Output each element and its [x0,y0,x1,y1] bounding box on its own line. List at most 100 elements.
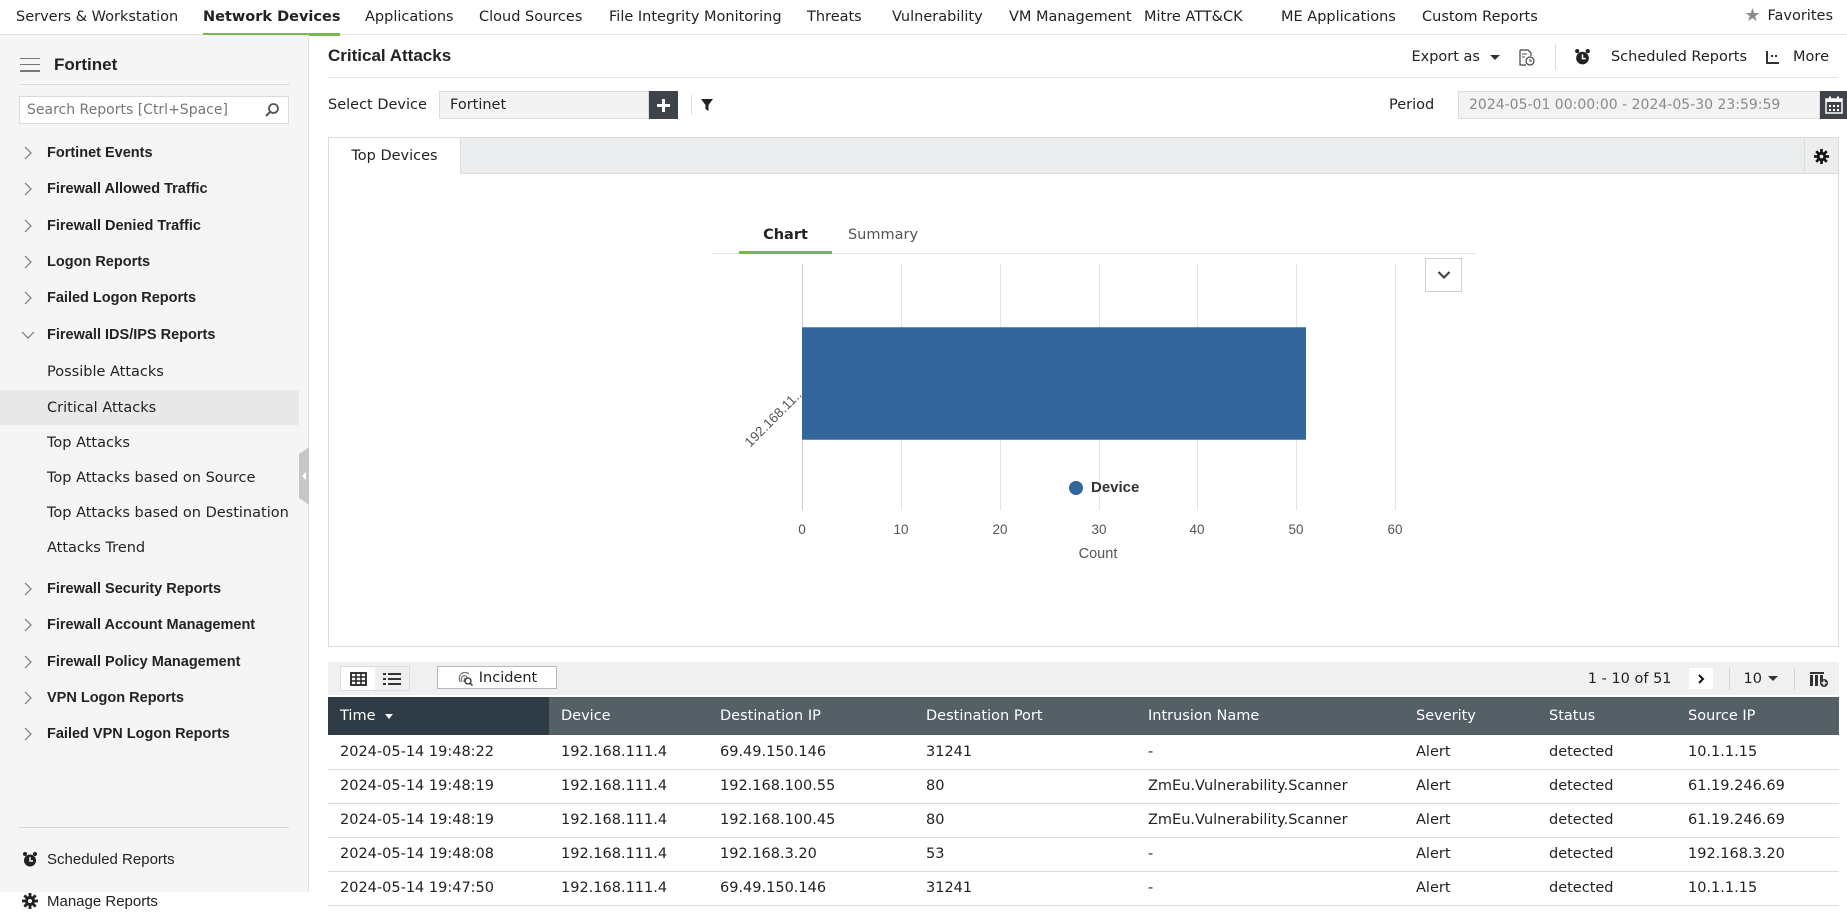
sidebar-group-failed-vpn-logon-reports[interactable]: Failed VPN Logon Reports [0,716,309,752]
list-icon [383,672,401,685]
search-reports-input[interactable] [27,102,257,118]
cell-source-ip: 10.1.1.15 [1676,735,1839,770]
column-header-destination-port[interactable]: Destination Port [914,697,1136,735]
cell-device: 192.168.111.4 [549,803,708,838]
x-axis-tick-label: 60 [1387,522,1403,537]
column-header-source-ip[interactable]: Source IP [1676,697,1839,735]
table-row[interactable]: 2024-05-14 19:48:08 192.168.111.4 192.168.… [328,837,1839,872]
panel-settings-button[interactable] [1804,138,1838,174]
cell-status: detected [1537,803,1676,838]
column-header-label: Severity [1416,708,1476,724]
nav-tab-file-integrity-monitoring[interactable]: File Integrity Monitoring [609,9,782,25]
calendar-button[interactable] [1820,91,1847,119]
x-axis-tick-label: 10 [893,522,909,537]
cell-source-ip: 61.19.246.69 [1676,803,1839,838]
table-row[interactable]: 2024-05-14 19:48:19 192.168.111.4 192.168.… [328,803,1839,838]
favorites-button[interactable]: ★ Favorites [1744,0,1833,32]
sidebar-header: Fortinet [20,45,290,85]
chart-bar-device[interactable] [802,327,1307,440]
nav-tab-custom-reports[interactable]: Custom Reports [1422,9,1538,25]
sidebar-group-firewall-allowed-traffic[interactable]: Firewall Allowed Traffic [0,171,309,207]
sidebar-group-firewall-denied-traffic[interactable]: Firewall Denied Traffic [0,208,309,244]
sidebar-group-firewall-account-management[interactable]: Firewall Account Management [0,607,309,643]
sidebar-item-critical-attacks[interactable]: Critical Attacks [0,389,299,426]
nav-tab-cloud-sources[interactable]: Cloud Sources [479,9,583,25]
incident-button[interactable]: Incident [437,666,557,689]
cell-destination-ip: 69.49.150.146 [708,735,914,770]
scheduled-reports-label: Scheduled Reports [1610,49,1748,65]
chevron-right-icon [21,219,35,233]
nav-tab-network-devices[interactable]: Network Devices [203,0,341,36]
cell-device: 192.168.111.4 [549,769,708,804]
sidebar-group-fortinet-events[interactable]: Fortinet Events [0,135,309,171]
chart-options-dropdown[interactable] [1425,258,1462,292]
alarm-clock-icon [23,851,37,866]
nav-tab-applications[interactable]: Applications [365,9,454,25]
cell-device: 192.168.111.4 [549,735,708,770]
sidebar-item-attacks-trend[interactable]: Attacks Trend [47,540,146,557]
hamburger-menu-icon[interactable] [20,57,40,72]
sidebar-item-possible-attacks[interactable]: Possible Attacks [47,364,164,381]
cell-intrusion-name: ZmEu.Vulnerability.Scanner [1136,803,1404,838]
chevron-right-icon [21,291,35,305]
nav-tab-mitre-att-ck[interactable]: Mitre ATT&CK [1144,9,1243,25]
chevron-down-icon [1437,271,1450,280]
manage-reports-link[interactable]: Manage Reports [22,886,158,916]
nav-tab-vm-management[interactable]: VM Management [1009,9,1132,25]
add-device-button[interactable] [649,91,678,119]
page-size-dropdown[interactable]: 10 [1744,671,1778,687]
search-icon[interactable] [264,102,280,118]
column-header-status[interactable]: Status [1537,697,1676,735]
column-header-label: Destination Port [926,708,1043,724]
next-page-button[interactable] [1688,668,1713,689]
grid-view-button[interactable] [341,667,375,690]
period-input[interactable]: 2024-05-01 00:00:00 - 2024-05-30 23:59:5… [1458,91,1820,119]
column-header-device[interactable]: Device [549,697,708,735]
favorites-label: Favorites [1767,8,1834,24]
table-row[interactable]: 2024-05-14 19:48:22 192.168.111.4 69.49.15… [328,735,1839,770]
table-row[interactable]: 2024-05-14 19:48:19 192.168.111.4 192.168.… [328,769,1839,804]
sidebar-collapse-handle[interactable] [299,447,309,505]
x-axis-tick-label: 0 [798,522,806,537]
schedule-export-icon[interactable] [1518,48,1535,66]
sidebar-group-firewall-policy-management[interactable]: Firewall Policy Management [0,644,309,680]
filter-icon[interactable] [700,98,714,112]
sidebar-item-top-attacks-based-on-destination[interactable]: Top Attacks based on Destination [47,505,289,522]
sidebar-group-vpn-logon-reports[interactable]: VPN Logon Reports [0,680,309,716]
column-header-severity[interactable]: Severity [1404,697,1537,735]
more-button[interactable]: More [1765,49,1829,65]
scheduled-reports-button[interactable]: Scheduled Reports [1574,48,1747,66]
column-chooser-button[interactable] [1809,670,1829,688]
cell-status: detected [1537,735,1676,770]
nav-tab-me-applications[interactable]: ME Applications [1281,9,1396,25]
sidebar-group-firewall-ids-ips-reports[interactable]: Firewall IDS/IPS Reports [0,316,309,352]
chevron-right-icon [21,691,35,705]
title-actions: Export as Scheduled Reports More [1411,44,1829,70]
tab-chart[interactable]: Chart [739,220,832,254]
chart-legend[interactable]: Device [1069,479,1139,496]
scheduled-reports-link[interactable]: Scheduled Reports [22,844,175,874]
column-header-intrusion-name[interactable]: Intrusion Name [1136,697,1404,735]
cell-severity: Alert [1404,735,1537,770]
sidebar-group-logon-reports[interactable]: Logon Reports [0,244,309,280]
column-header-time[interactable]: Time [328,697,549,735]
sidebar-item-top-attacks[interactable]: Top Attacks [47,434,130,451]
nav-tab-servers-workstation[interactable]: Servers & Workstation [16,9,179,25]
nav-tab-threats[interactable]: Threats [807,9,862,25]
sidebar-item-top-attacks-based-on-source[interactable]: Top Attacks based on Source [47,469,256,486]
pagination-range: 1 - 10 of 51 [1587,670,1672,687]
table-row[interactable]: 2024-05-14 19:47:50 192.168.111.4 69.49.15… [328,871,1839,906]
list-view-button[interactable] [375,667,409,690]
device-select[interactable]: Fortinet [439,91,649,119]
filter-separator [691,95,692,115]
nav-tab-vulnerability[interactable]: Vulnerability [892,9,983,25]
tab-top-devices[interactable]: Top Devices [329,138,461,174]
legend-label: Device [1091,479,1140,496]
cell-severity: Alert [1404,871,1537,906]
export-as-dropdown[interactable]: Export as [1411,49,1500,65]
sidebar-group-failed-logon-reports[interactable]: Failed Logon Reports [0,280,309,316]
tab-summary[interactable]: Summary [847,227,919,243]
sidebar-group-firewall-security-reports[interactable]: Firewall Security Reports [0,571,309,607]
sidebar-group-label: Firewall Account Management [47,617,256,634]
column-header-destination-ip[interactable]: Destination IP [708,697,914,735]
